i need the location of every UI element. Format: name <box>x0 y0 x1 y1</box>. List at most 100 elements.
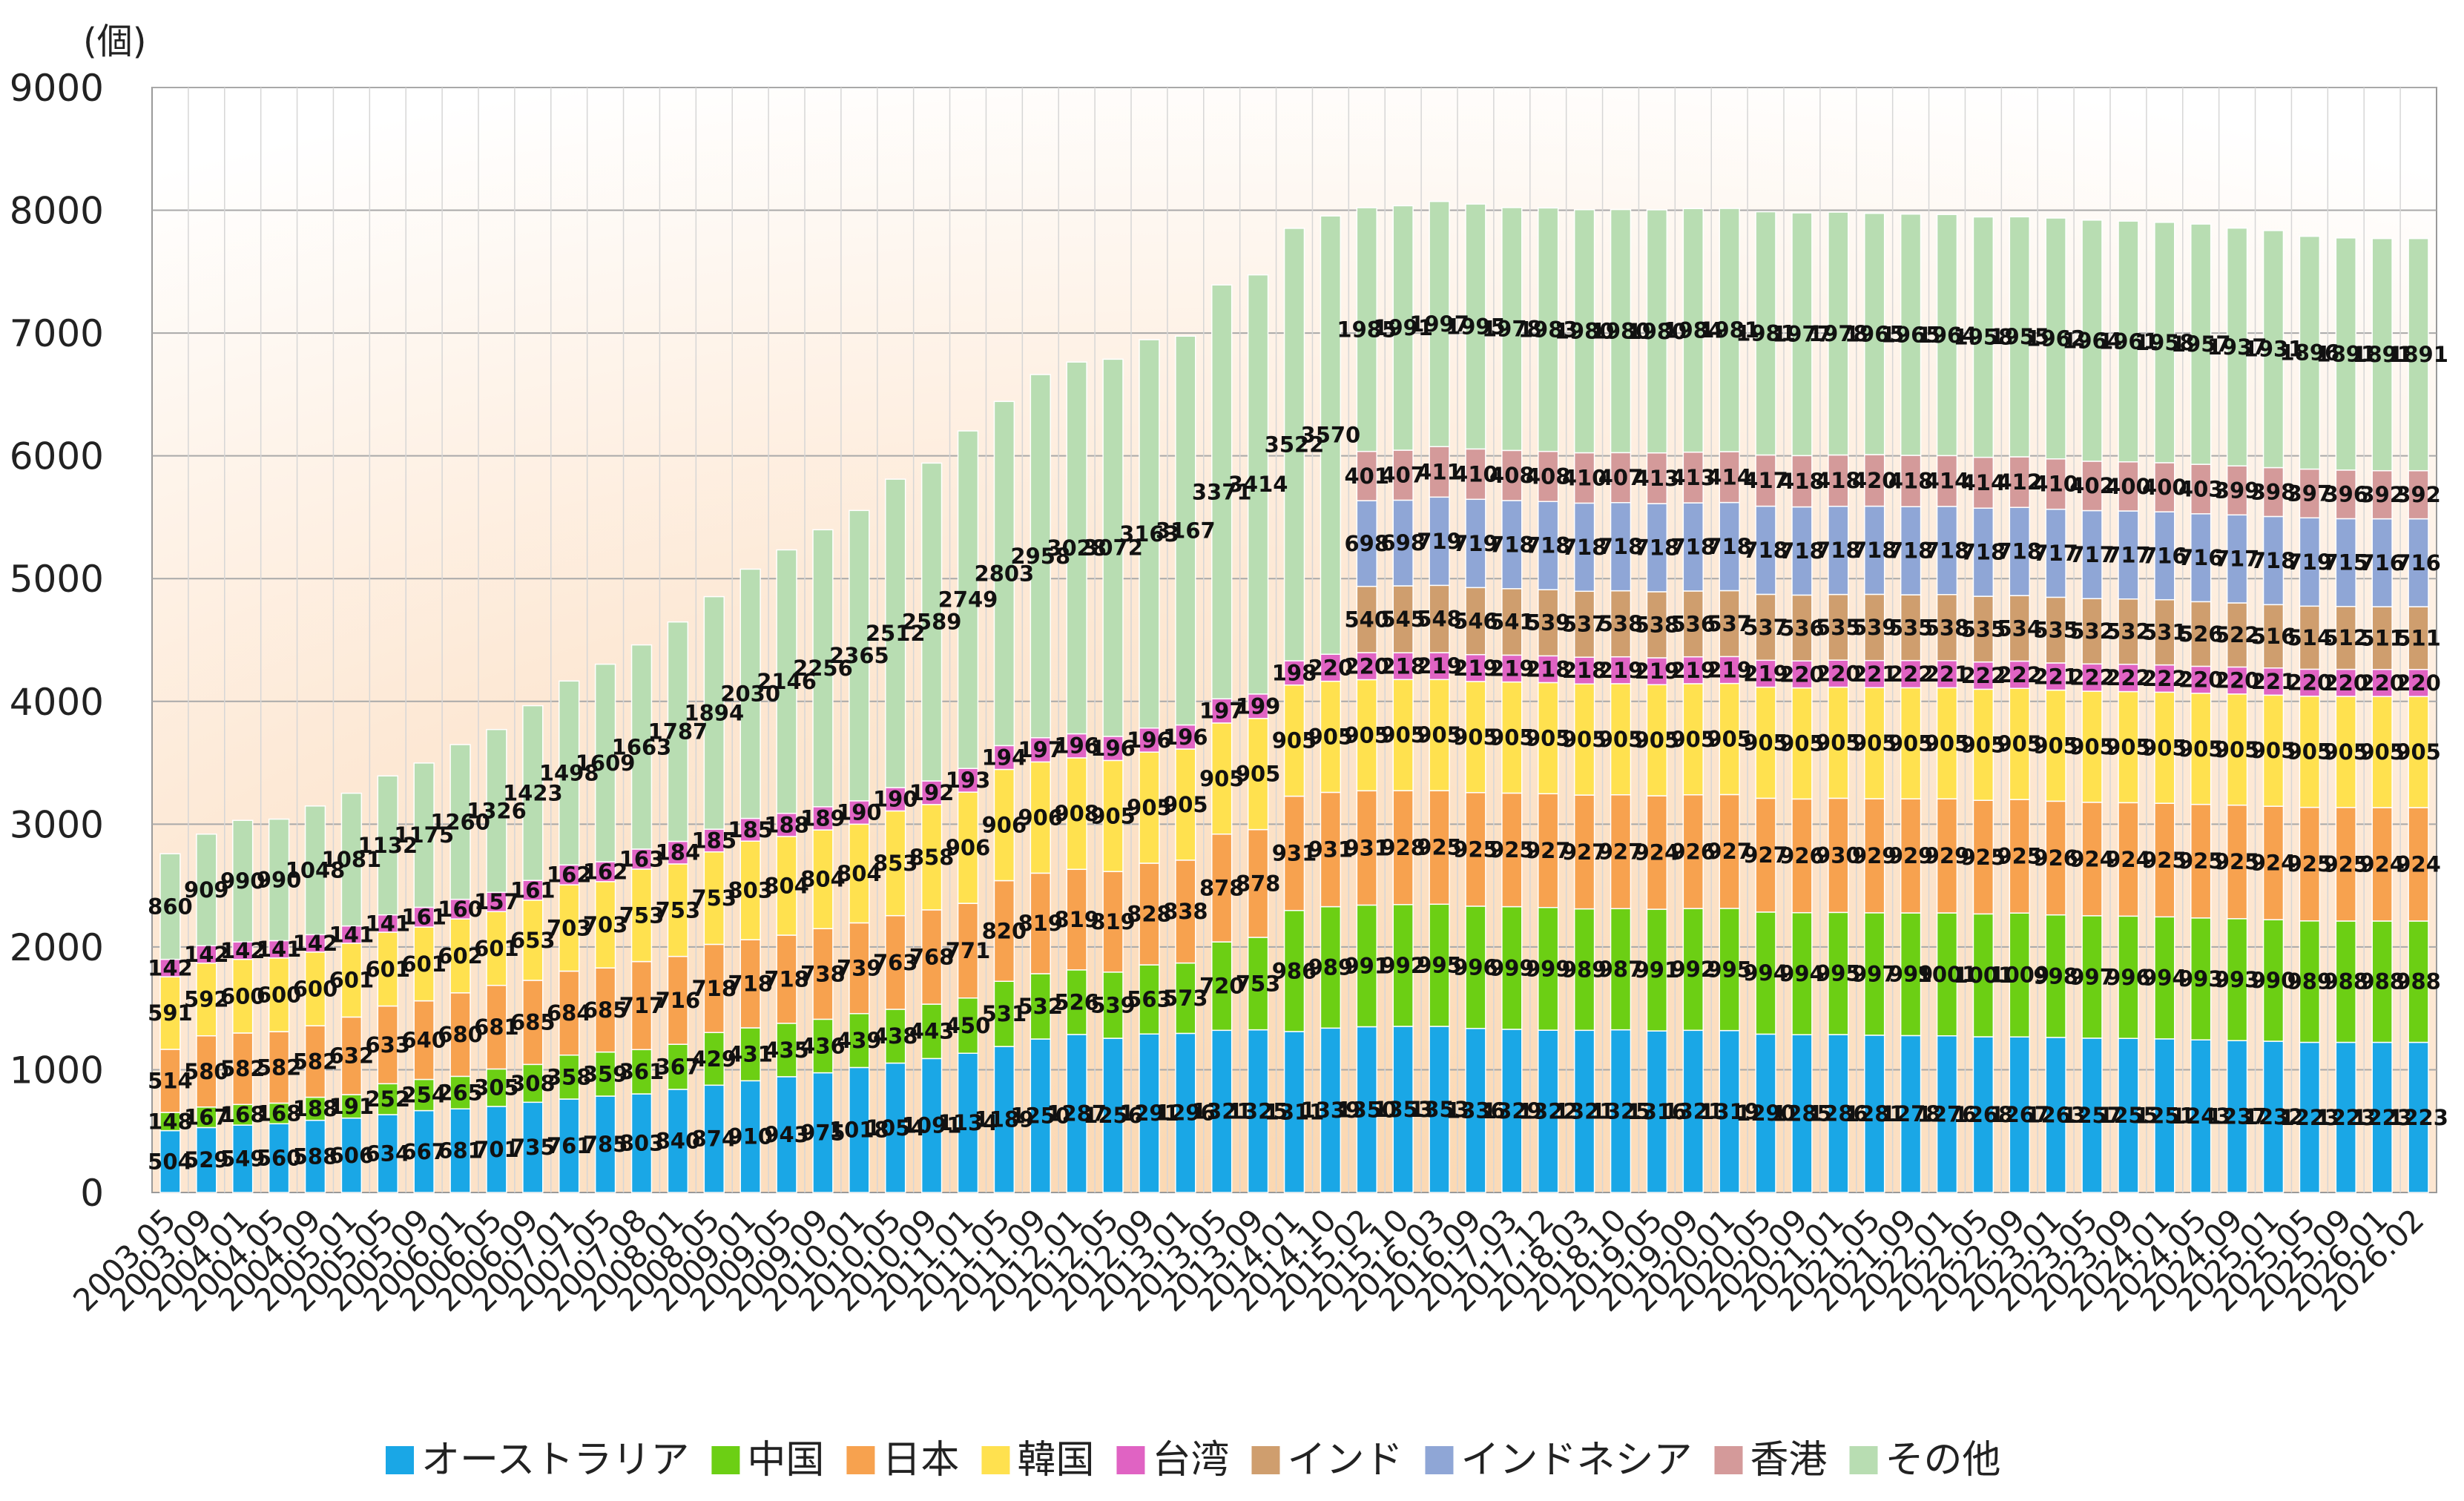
data-label: 429 <box>692 1046 737 1072</box>
data-label: 640 <box>401 1028 447 1053</box>
data-label: 563 <box>1127 987 1172 1012</box>
bar-segment <box>812 829 834 929</box>
legend-label: オーストラリア <box>421 1438 689 1482</box>
data-label: 1978 <box>1808 321 1868 346</box>
data-label: 925 <box>1453 837 1498 862</box>
data-label: 716 <box>2396 550 2441 575</box>
bar-segment <box>920 462 943 782</box>
bar-segment <box>667 863 689 957</box>
data-label: 996 <box>1453 954 1498 980</box>
data-label: 1991 <box>1373 315 1433 340</box>
data-label: 221 <box>2251 669 2296 694</box>
bar-segment <box>1972 456 1994 509</box>
bar-segment <box>377 775 398 916</box>
data-label: 927 <box>1743 842 1788 868</box>
data-label: 1081 <box>322 847 382 872</box>
data-label: 1311 <box>1265 1099 1325 1124</box>
data-label: 194 <box>982 745 1027 770</box>
data-label: 591 <box>148 1000 193 1026</box>
data-label: 1134 <box>938 1110 998 1135</box>
bar-segment <box>2045 662 2066 691</box>
data-label: 1054 <box>866 1115 926 1141</box>
data-label: 684 <box>547 1000 592 1026</box>
data-label: 1319 <box>1699 1099 1759 1124</box>
y-tick-label: 8000 <box>10 190 104 233</box>
data-label: 719 <box>1417 529 1462 554</box>
bar-segment <box>1828 797 1849 914</box>
bar-segment <box>1356 904 1377 1028</box>
data-label: 538 <box>1598 611 1644 636</box>
bar-segment <box>486 984 507 1070</box>
data-label: 905 <box>1779 730 1825 756</box>
data-label: 998 <box>2033 963 2078 989</box>
data-label: 987 <box>1598 957 1644 982</box>
bar-segment <box>2408 518 2429 607</box>
data-label: 1316 <box>1627 1099 1687 1124</box>
bar-segment <box>1175 748 1196 861</box>
data-label: 420 <box>1852 468 1897 493</box>
bar-segment <box>920 804 943 911</box>
y-tick-label: 7000 <box>10 312 104 355</box>
bar-segment <box>232 819 254 943</box>
data-label: 221 <box>1852 662 1897 687</box>
data-label: 925 <box>1997 844 2043 869</box>
bar-segment <box>1102 1037 1124 1193</box>
bar-segment <box>667 955 689 1045</box>
bar-segment <box>196 1126 217 1193</box>
data-label: 905 <box>2215 737 2260 762</box>
bar-segment <box>1465 905 1486 1029</box>
data-label: 600 <box>220 983 266 1009</box>
data-label: 996 <box>2106 965 2151 990</box>
bar-segment <box>667 840 689 865</box>
data-label: 905 <box>1671 727 1716 752</box>
bar-segment <box>885 1062 906 1193</box>
bar-segment <box>1066 757 1087 871</box>
data-label: 196 <box>1090 736 1136 761</box>
bar-segment <box>377 931 398 1007</box>
data-label: 718 <box>728 971 773 997</box>
bar-segment <box>1066 1034 1087 1193</box>
bar-segment <box>2045 914 2066 1038</box>
bar-segment <box>2299 668 2321 697</box>
data-label: 701 <box>474 1137 519 1162</box>
bar-segment <box>2190 513 2212 603</box>
bar-segment <box>739 817 761 842</box>
data-label: 718 <box>1852 538 1897 563</box>
bar-segment <box>1139 751 1160 864</box>
data-label: 219 <box>1635 659 1680 684</box>
data-label: 185 <box>692 828 737 853</box>
x-axis: 2003.052003.092004.012004.052004.092005.… <box>66 1201 2431 1318</box>
data-label: 988 <box>2396 969 2441 994</box>
data-label: 1978 <box>1482 317 1542 342</box>
data-label: 1937 <box>2207 334 2267 360</box>
data-label: 1423 <box>503 780 563 805</box>
data-label: 931 <box>1272 841 1317 866</box>
data-label: 878 <box>1236 871 1281 896</box>
data-label: 1256 <box>1083 1103 1143 1128</box>
bar-segment <box>885 478 906 788</box>
bar-segment <box>957 430 979 769</box>
data-label: 398 <box>2251 480 2296 505</box>
bar-segment <box>1392 585 1414 653</box>
data-label: 3522 <box>1265 432 1325 457</box>
bar-segment <box>1283 684 1305 797</box>
data-label: 716 <box>2142 543 2187 568</box>
bar-segment <box>1102 358 1124 737</box>
bar-segment <box>993 768 1015 882</box>
data-label: 184 <box>656 840 701 865</box>
data-label: 905 <box>1199 766 1245 791</box>
data-label: 909 <box>184 877 229 903</box>
data-label: 601 <box>366 957 411 982</box>
data-label: 858 <box>909 845 955 870</box>
data-label: 192 <box>909 780 955 805</box>
data-label: 536 <box>1671 611 1716 636</box>
data-label: 719 <box>2287 550 2333 575</box>
bar-segment <box>739 939 761 1029</box>
data-label: 3072 <box>1083 535 1143 561</box>
data-label: 532 <box>2106 619 2151 644</box>
bar-segment <box>522 980 544 1066</box>
bar-segment <box>957 1052 979 1193</box>
bar-segment <box>2081 461 2103 512</box>
y-tick-label: 5000 <box>10 558 104 601</box>
data-label: 436 <box>800 1033 846 1058</box>
